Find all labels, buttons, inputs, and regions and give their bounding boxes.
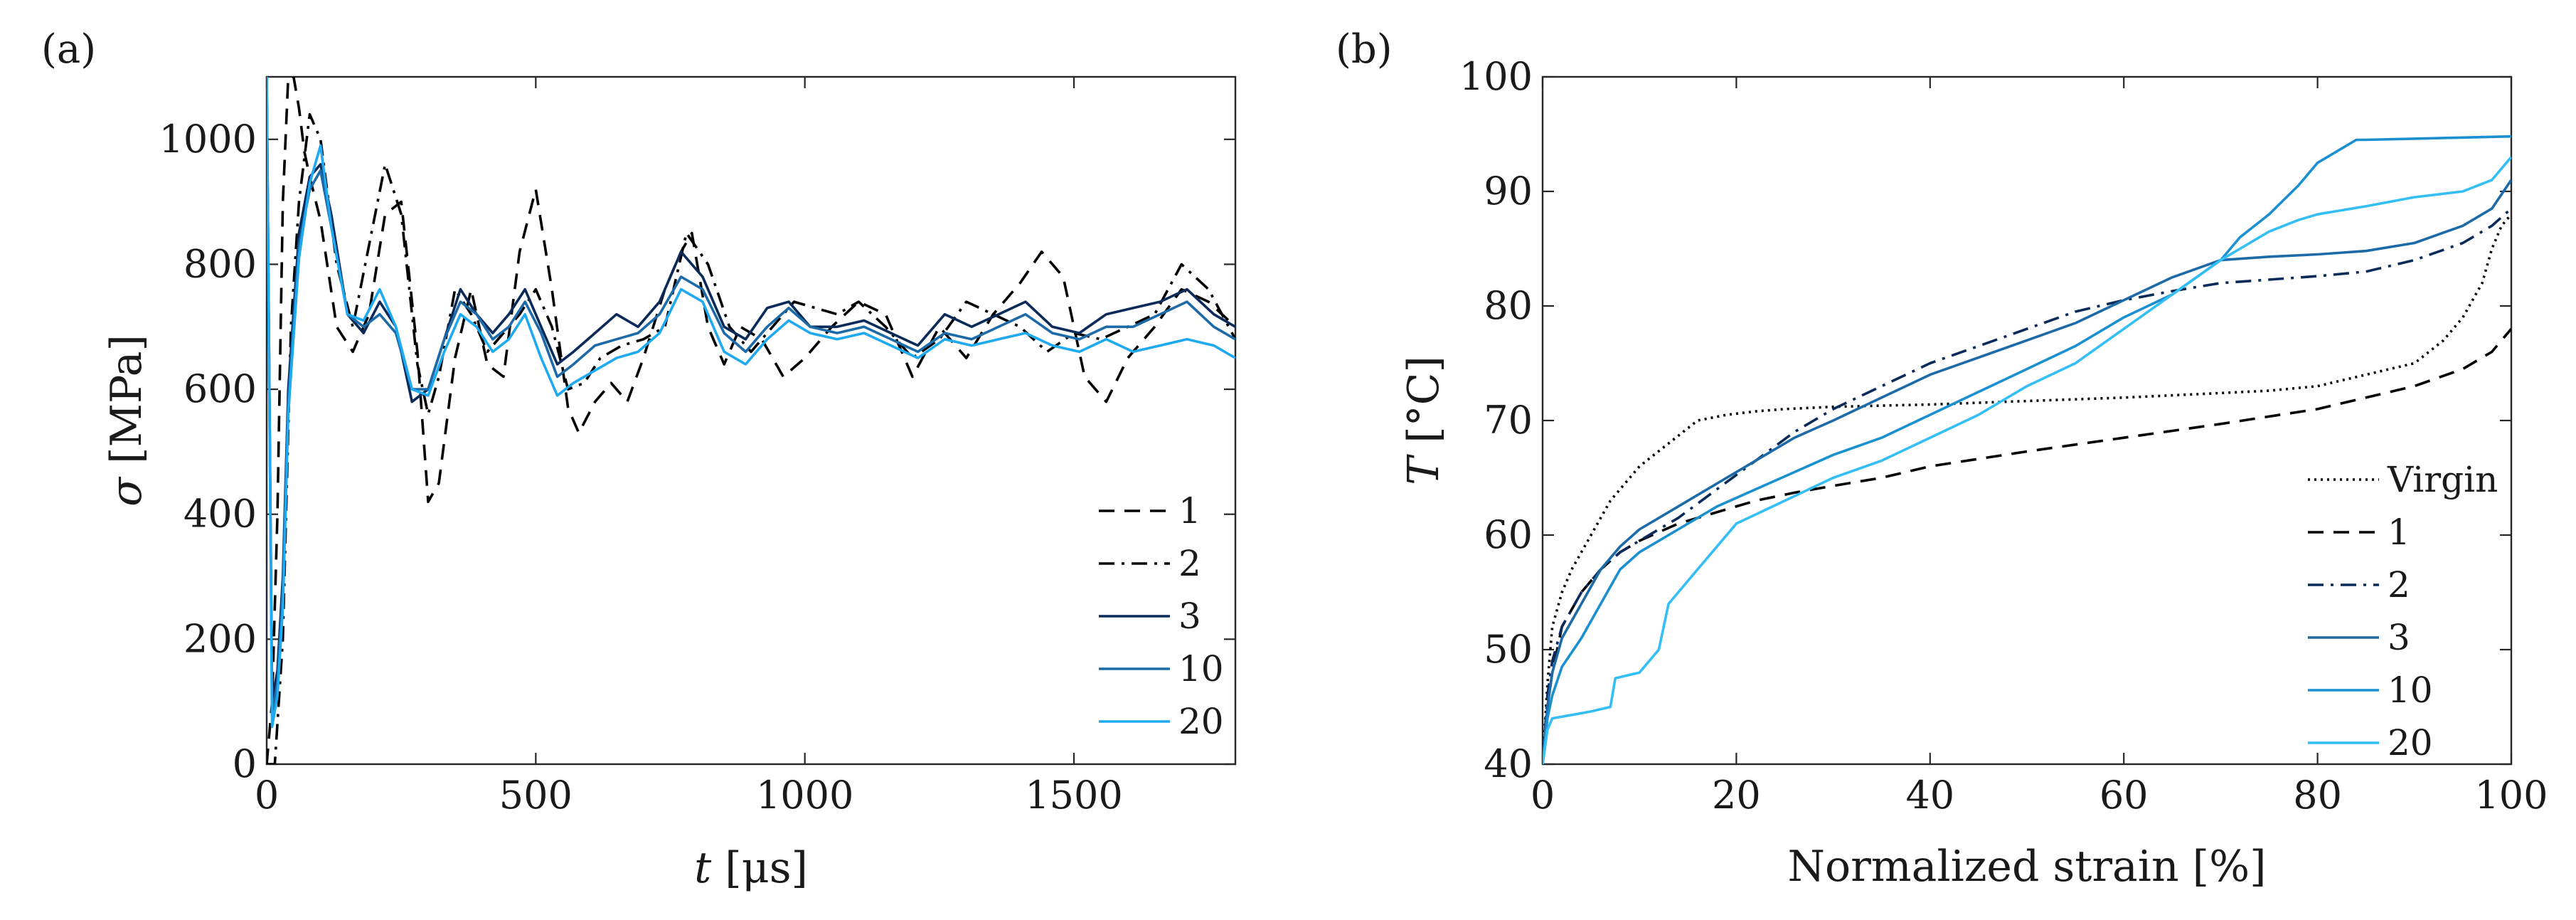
panel-a-y-axis-title: σ [MPa] bbox=[102, 334, 151, 507]
panel-b-temperature-strain: (b) 0 20 40 60 80 100 40 50 60 70 80 90 100 Virgin 1 2… bbox=[1336, 26, 2548, 892]
x-tick-label: 0 bbox=[255, 773, 279, 818]
series-line-virgin bbox=[1543, 213, 2511, 764]
x-tick-label: 100 bbox=[2474, 773, 2548, 818]
series-line-1 bbox=[267, 77, 1235, 764]
x-tick-label: 1000 bbox=[756, 773, 853, 818]
y-tick-label: 600 bbox=[183, 366, 257, 411]
legend-label-2: 2 bbox=[1178, 543, 1201, 584]
panel-a-legend: 1 2 3 10 20 bbox=[1099, 490, 1224, 742]
panel-b-legend: Virgin 1 2 3 10 20 bbox=[2308, 459, 2498, 763]
x-tick-label: 40 bbox=[1905, 773, 1954, 818]
series-line-1 bbox=[1543, 328, 2511, 764]
panel-a-label: (a) bbox=[41, 26, 96, 73]
series-line-20 bbox=[267, 77, 1235, 729]
y-tick-label: 80 bbox=[1484, 283, 1533, 328]
panel-a-x-axis-title: t [μs] bbox=[694, 843, 808, 893]
legend-label-virgin: Virgin bbox=[2387, 459, 2498, 500]
y-tick-label: 60 bbox=[1484, 512, 1533, 557]
legend-label-1: 1 bbox=[1178, 490, 1201, 532]
panel-b-ticks: 0 20 40 60 80 100 40 50 60 70 80 90 100 bbox=[1459, 54, 2548, 818]
y-tick-label: 800 bbox=[183, 241, 257, 286]
y-tick-label: 50 bbox=[1484, 627, 1533, 672]
series-line-10 bbox=[267, 77, 1235, 716]
panel-b-x-axis-title: Normalized strain [%] bbox=[1787, 842, 2266, 892]
legend-label-3: 3 bbox=[2388, 617, 2410, 658]
x-tick-label: 80 bbox=[2293, 773, 2342, 818]
legend-label-2: 2 bbox=[2388, 564, 2410, 606]
legend-label-10: 10 bbox=[1178, 648, 1224, 689]
y-tick-label: 70 bbox=[1484, 398, 1533, 443]
y-tick-label: 400 bbox=[183, 492, 257, 536]
x-tick-label: 0 bbox=[1531, 773, 1555, 818]
x-tick-label: 20 bbox=[1712, 773, 1761, 818]
panel-a-ticks: 0 500 1000 1500 0 200 400 600 800 1000 bbox=[159, 77, 1235, 818]
panel-a-plot-frame bbox=[265, 75, 1237, 766]
series-line-2 bbox=[267, 112, 1235, 764]
panel-b-label: (b) bbox=[1336, 26, 1393, 73]
y-tick-label: 100 bbox=[1459, 54, 1533, 99]
legend-label-10: 10 bbox=[2388, 670, 2433, 711]
x-tick-label: 1500 bbox=[1025, 773, 1122, 818]
series-line-20 bbox=[1543, 156, 2511, 764]
series-line-3 bbox=[267, 77, 1235, 704]
y-tick-label: 0 bbox=[233, 741, 257, 786]
legend-label-20: 20 bbox=[2388, 722, 2433, 763]
legend-label-20: 20 bbox=[1178, 701, 1224, 742]
series-line-2 bbox=[1543, 207, 2511, 764]
legend-label-3: 3 bbox=[1178, 596, 1201, 637]
x-tick-label: 60 bbox=[2099, 773, 2149, 818]
y-tick-label: 40 bbox=[1484, 741, 1533, 786]
y-tick-label: 90 bbox=[1484, 169, 1533, 213]
panel-a-series bbox=[267, 77, 1235, 764]
y-tick-label: 1000 bbox=[159, 117, 257, 162]
panel-a-stress-time: (a) 0 500 1000 1500 0 200 400 600 800 1000 1 2 3 10 2… bbox=[41, 26, 1237, 893]
panel-b-series bbox=[1543, 134, 2511, 764]
panel-b-y-axis-title: T [°C] bbox=[1399, 356, 1449, 485]
series-line-3 bbox=[1543, 179, 2511, 764]
legend-label-1: 1 bbox=[2388, 512, 2410, 553]
series-line-10 bbox=[1543, 134, 2511, 764]
panel-b-plot-frame bbox=[1541, 75, 2513, 766]
x-tick-label: 500 bbox=[499, 773, 573, 818]
y-tick-label: 200 bbox=[183, 616, 257, 661]
